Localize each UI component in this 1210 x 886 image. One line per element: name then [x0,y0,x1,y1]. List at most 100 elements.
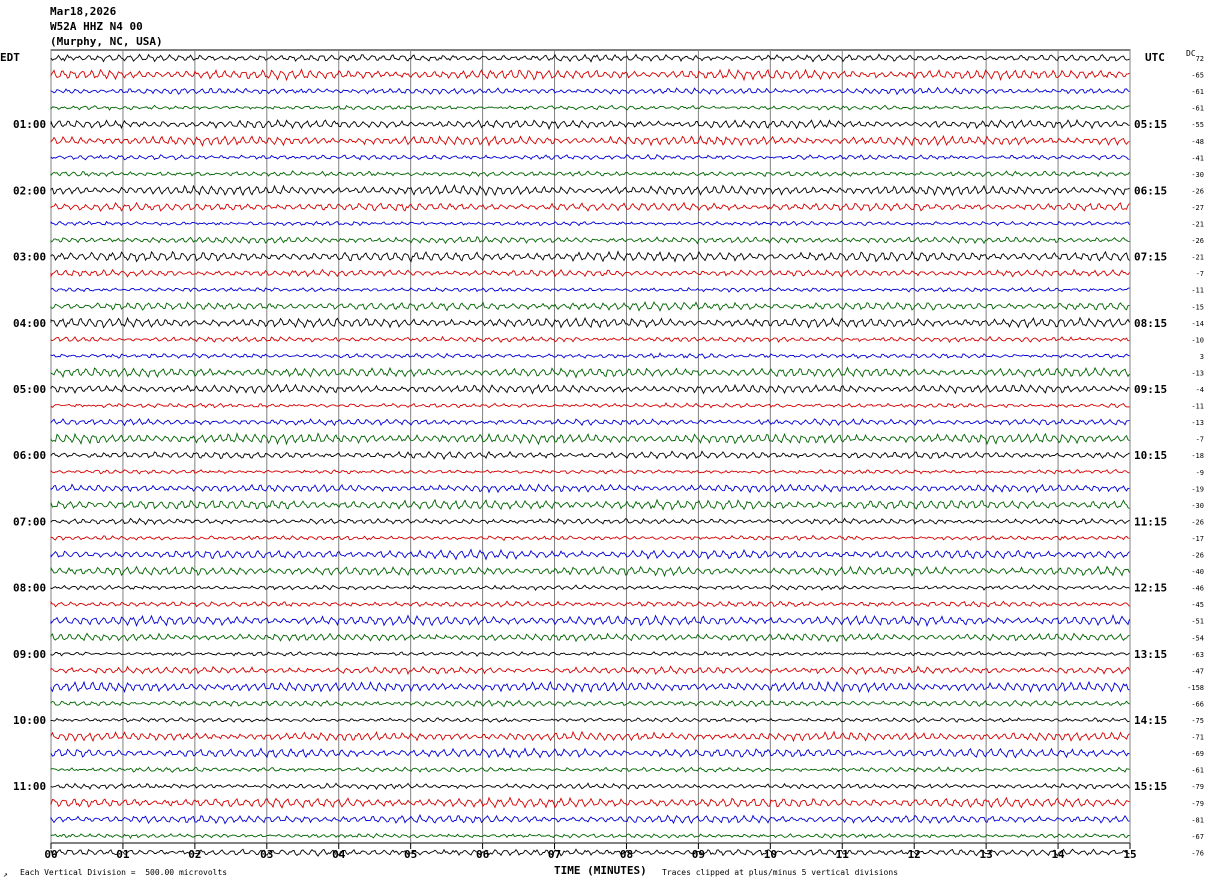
x-tick-label: 14 [1051,848,1065,861]
left-timezone-label: EDT [0,51,20,64]
left-hour-label: 01:00 [13,118,46,131]
dc-offset-value: -40 [1191,568,1204,576]
chart-header-date: Mar18,2026 [50,5,117,18]
trace-row-37 [50,651,1130,657]
x-tick-label: 11 [836,848,850,861]
trace-row-14 [50,268,1130,279]
dc-offset-value: -15 [1191,303,1204,311]
dc-offset-value: -17 [1191,535,1204,543]
dc-column-label: DC [1186,49,1196,58]
right-hour-label: 08:15 [1134,317,1167,330]
dc-offset-value: 3 [1200,353,1204,361]
x-tick-label: 00 [44,848,57,861]
trace-row-44 [50,766,1130,773]
trace-row-20 [50,366,1130,379]
trace-row-48 [50,833,1130,840]
trace-row-6 [50,135,1130,147]
dc-offset-value: -26 [1191,187,1204,195]
trace-row-5 [50,118,1130,130]
footer-left-mark: ↗ [3,870,8,879]
dc-offset-value: -7 [1196,436,1204,444]
trace-row-18 [50,335,1130,344]
trace-row-9 [50,184,1130,197]
footer-scale-note: Each Vertical Division = 500.00 microvol… [20,868,228,877]
left-hour-label: 10:00 [13,714,46,727]
dc-offset-value: -30 [1191,171,1204,179]
dc-offset-value: -54 [1191,634,1204,642]
dc-offset-value: -61 [1191,767,1204,775]
trace-row-27 [50,483,1130,494]
trace-row-17 [50,316,1130,329]
trace-row-15 [50,286,1130,293]
left-hour-label: 06:00 [13,449,46,462]
dc-offset-value: -46 [1191,585,1204,593]
dc-offset-value: -81 [1191,816,1204,824]
x-tick-label: 03 [260,848,273,861]
dc-offset-value: -47 [1191,667,1204,675]
left-hour-label: 09:00 [13,648,46,661]
chart-header-station: W52A HHZ N4 00 [50,20,143,33]
dc-offset-value: -27 [1191,204,1204,212]
dc-offset-value: -13 [1191,419,1204,427]
chart-header-location: (Murphy, NC, USA) [50,35,163,48]
dc-offset-value: -61 [1191,88,1204,96]
trace-row-25 [50,450,1130,461]
x-tick-label: 12 [908,848,921,861]
trace-row-24 [50,432,1130,446]
trace-row-21 [50,383,1130,395]
trace-row-33 [50,584,1130,591]
dc-offset-value: -76 [1191,849,1204,857]
trace-row-4 [50,104,1130,111]
trace-row-46 [50,796,1130,809]
dc-offset-value: 72 [1196,55,1204,63]
left-hour-label: 08:00 [13,582,46,595]
trace-row-28 [50,498,1130,511]
trace-row-36 [50,632,1130,643]
trace-row-49 [50,848,1130,857]
dc-offset-value: -67 [1191,833,1204,841]
trace-row-45 [50,782,1130,791]
x-tick-label: 07 [548,848,561,861]
x-tick-label: 15 [1123,848,1136,861]
trace-row-43 [50,747,1130,759]
footer-clip-note: Traces clipped at plus/minus 5 vertical … [662,868,899,877]
trace-row-22 [50,402,1130,409]
right-hour-label: 05:15 [1134,118,1167,131]
dc-offset-value: -13 [1191,369,1204,377]
x-axis-title: TIME (MINUTES) [554,864,647,877]
left-hour-label: 07:00 [13,515,46,528]
dc-offset-value: -26 [1191,237,1204,245]
right-hour-label: 11:15 [1134,515,1167,528]
dc-offset-value: -19 [1191,485,1204,493]
trace-row-12 [50,235,1130,245]
right-hour-label: 12:15 [1134,582,1167,595]
dc-offset-value: -26 [1191,552,1204,560]
trace-row-7 [50,153,1130,161]
x-tick-label: 10 [764,848,777,861]
trace-row-40 [50,699,1130,708]
dc-offset-value: -30 [1191,502,1204,510]
trace-row-19 [50,352,1130,359]
trace-row-26 [50,468,1130,475]
trace-row-35 [50,613,1130,628]
right-hour-label: 09:15 [1134,383,1167,396]
trace-group [50,53,1130,857]
trace-row-38 [50,665,1130,676]
dc-offset-value: -18 [1191,452,1204,460]
label-group: 00 01 02 03 04 05 06 07 08 09 10 11 12 13 14 15 EDT UTC DC… [0,49,1204,861]
x-tick-label: 04 [332,848,346,861]
trace-row-47 [50,813,1130,825]
dc-offset-value: -21 [1191,221,1204,229]
dc-offset-value: -61 [1191,105,1204,113]
right-hour-label: 13:15 [1134,648,1167,661]
trace-row-13 [50,250,1130,263]
dc-offset-value: -79 [1191,783,1204,791]
dc-offset-value: -11 [1191,287,1204,295]
dc-offset-value: -48 [1191,138,1204,146]
dc-offset-value: -79 [1191,800,1204,808]
trace-row-8 [50,170,1130,178]
dc-offset-value: -7 [1196,270,1204,278]
dc-offset-value: -158 [1187,684,1204,692]
trace-row-31 [50,548,1130,561]
